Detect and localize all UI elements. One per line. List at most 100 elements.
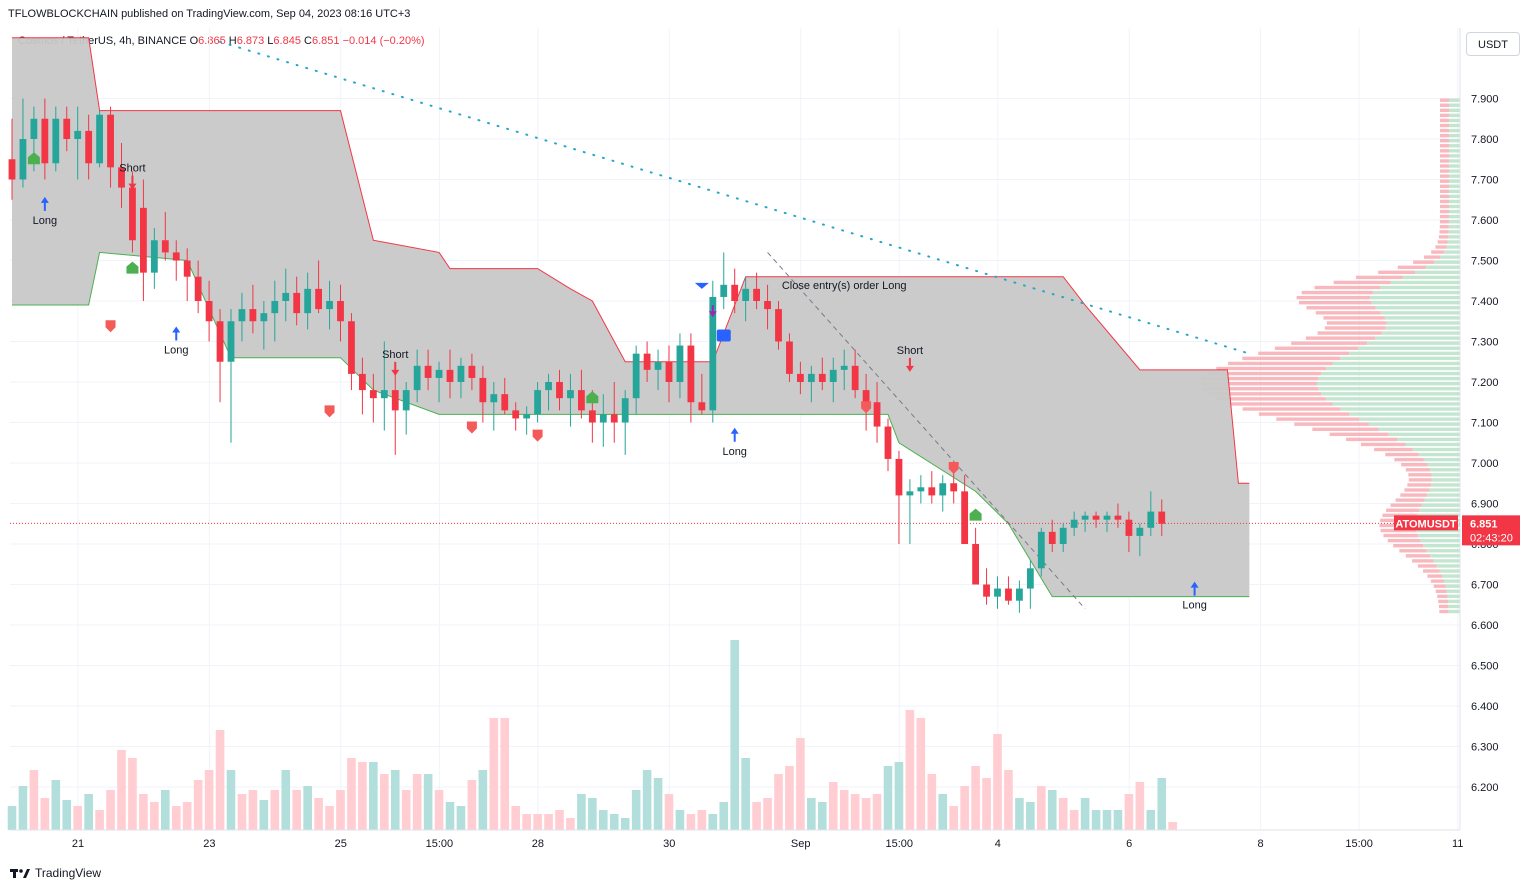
profile-sell-bar <box>1305 336 1376 340</box>
profile-sell-bar <box>1437 594 1448 599</box>
candle-body <box>8 159 16 180</box>
candle-body <box>172 252 180 261</box>
x-tick-label: 15:00 <box>426 838 454 850</box>
profile-sell-bar <box>1374 447 1413 452</box>
profile-sell-bar <box>1346 437 1398 442</box>
profile-buy-bar <box>1430 468 1460 472</box>
x-tick-label: 6 <box>1126 838 1132 850</box>
profile-buy-bar <box>1421 503 1460 507</box>
short-arrow-icon <box>391 361 400 376</box>
y-tick-label: 6.600 <box>1471 620 1499 632</box>
profile-sell-bar <box>1408 473 1432 477</box>
profile-buy-bar <box>1448 199 1460 204</box>
y-tick-label: 7.000 <box>1471 458 1499 470</box>
dashed-trend-line <box>767 252 1086 610</box>
volume-bar <box>150 802 159 830</box>
candle-body <box>1114 515 1122 520</box>
profile-sell-bar <box>1439 225 1449 229</box>
profile-sell-bar <box>1439 174 1449 178</box>
profile-sell-bar <box>1439 194 1449 199</box>
candle-body <box>610 414 618 423</box>
price-badge-value: 6.851 <box>1470 518 1498 530</box>
profile-buy-bar <box>1434 260 1460 264</box>
volume-bar <box>478 770 488 830</box>
buy-marker-icon <box>27 152 40 165</box>
candle-body <box>205 301 213 322</box>
volume-bar <box>1102 810 1112 830</box>
profile-buy-bar <box>1444 250 1460 254</box>
profile-buy-bar <box>1379 285 1460 290</box>
profile-buy-bar <box>1448 169 1460 173</box>
candle-body <box>698 402 706 411</box>
candle-body <box>129 187 136 241</box>
profile-buy-bar <box>1423 457 1460 462</box>
profile-buy-bar <box>1449 149 1460 153</box>
profile-buy-bar <box>1340 407 1460 411</box>
footer-brand[interactable]: TradingView <box>10 866 101 880</box>
candle-body <box>840 365 848 370</box>
profile-buy-bar <box>1449 133 1460 138</box>
volume-bar <box>303 786 312 830</box>
volume-bar <box>1080 798 1090 830</box>
profile-buy-bar <box>1433 559 1460 563</box>
profile-sell-bar <box>1201 376 1319 381</box>
profile-buy-bar <box>1375 306 1460 310</box>
candle-body <box>950 483 958 492</box>
profile-buy-bar <box>1436 564 1460 568</box>
profile-sell-bar <box>1440 123 1449 128</box>
profile-buy-bar <box>1372 290 1460 295</box>
profile-sell-bar <box>1326 321 1387 325</box>
volume-bar <box>1157 778 1167 830</box>
profile-sell-bar <box>1438 599 1449 604</box>
axes: 7.900 7.800 7.700 7.600 7.500 7.400 7.300 7.200… <box>10 28 1520 850</box>
profile-sell-bar <box>1439 609 1449 614</box>
volume-bar <box>533 814 542 830</box>
volume-bar <box>774 774 783 830</box>
profile-sell-bar <box>1386 508 1420 512</box>
profile-buy-bar <box>1332 361 1460 366</box>
profile-sell-bar <box>1405 468 1431 472</box>
profile-buy-bar <box>1419 508 1460 512</box>
profile-sell-bar <box>1408 478 1432 482</box>
profile-buy-bar <box>1440 255 1460 259</box>
candle-body <box>753 288 760 301</box>
stop-loss-marker-icon <box>716 329 731 342</box>
profile-buy-bar <box>1417 513 1460 518</box>
candle-body <box>851 365 859 391</box>
volume-bar <box>839 790 849 830</box>
profile-buy-bar <box>1340 356 1460 361</box>
candle-body <box>1005 588 1012 601</box>
profile-buy-bar <box>1448 194 1460 199</box>
x-tick-label: Sep <box>791 838 811 850</box>
candle-body <box>884 426 892 459</box>
volume-bar <box>1047 790 1057 830</box>
currency-unit-button[interactable]: USDT <box>1466 32 1520 56</box>
volume-bar <box>566 818 575 830</box>
candle-body <box>862 390 870 403</box>
candle-body <box>687 345 695 403</box>
candle-body <box>1070 519 1078 528</box>
y-tick-label: 7.300 <box>1471 337 1499 349</box>
volume-bar <box>971 766 980 830</box>
profile-buy-bar <box>1381 331 1460 335</box>
volume-bar <box>872 794 882 830</box>
candle-body <box>906 491 914 496</box>
x-tick-label: 8 <box>1258 838 1264 850</box>
profile-buy-bar <box>1321 392 1460 396</box>
profile-sell-bar <box>1401 463 1428 467</box>
profile-sell-bar <box>1242 356 1341 361</box>
profile-buy-bar <box>1375 336 1460 340</box>
volume-bar <box>139 794 148 830</box>
candles <box>8 98 1166 613</box>
y-tick-label: 6.900 <box>1471 499 1499 511</box>
profile-sell-bar <box>1435 589 1447 593</box>
candle-body <box>30 118 38 139</box>
volume-bar <box>949 806 958 830</box>
profile-buy-bar <box>1449 128 1460 133</box>
candle-body <box>972 544 979 585</box>
volume-bar <box>1069 810 1079 830</box>
profile-sell-bar <box>1314 285 1380 290</box>
high-label: H <box>228 35 237 47</box>
y-tick-label: 6.200 <box>1471 782 1499 794</box>
